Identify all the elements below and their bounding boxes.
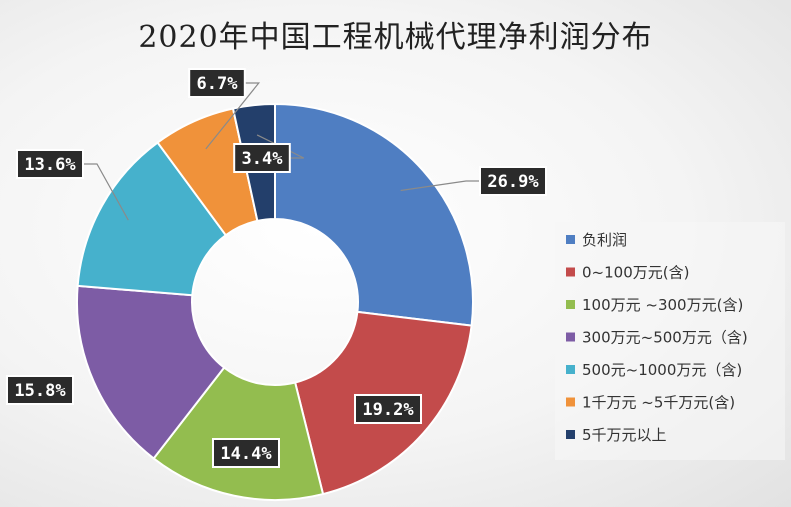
data-label-box (479, 166, 547, 196)
data-label-text: 13.6% (24, 155, 76, 175)
donut-slice (274, 102, 474, 327)
data-label-box (233, 143, 291, 173)
legend-swatch (566, 235, 575, 244)
legend-label: 1千万元 ~5千万元(含) (582, 394, 735, 412)
legend-item: 100万元 ~300万元(含) (566, 296, 743, 314)
data-label: 3.4% (233, 143, 291, 173)
data-label-text: 26.9% (487, 172, 539, 192)
data-label-box (354, 394, 422, 424)
legend-label: 300万元~500万元（含) (582, 329, 748, 347)
data-label-box (16, 149, 84, 179)
legend-item: 负利润 (566, 231, 627, 249)
data-label: 13.6% (16, 149, 84, 179)
donut-slice (76, 141, 228, 297)
data-label: 14.4% (212, 438, 280, 468)
donut-slice (152, 366, 325, 501)
leader-line (400, 180, 480, 192)
leader-lines (83, 82, 480, 221)
legend-swatch (566, 430, 575, 439)
data-label-text: 15.8% (14, 381, 66, 401)
legend-swatch (566, 397, 575, 407)
leader-line (256, 134, 305, 159)
data-label-text: 6.7% (197, 74, 239, 94)
data-label-text: 3.4% (242, 149, 284, 169)
data-labels: 26.9% 19.2% 14.4% 15.8% 13.6% 6.7% 3.4% (6, 68, 547, 468)
donut-slice (76, 284, 226, 460)
data-label: 19.2% (354, 394, 422, 424)
data-label: 6.7% (188, 68, 246, 98)
data-label-box (188, 68, 246, 98)
data-label-text: 14.4% (220, 444, 272, 464)
legend-label: 0~100万元(含) (582, 264, 689, 282)
legend: 负利润 0~100万元(含) 100万元 ~300万元(含) 300万元~500万元（… (566, 231, 748, 444)
legend-background (555, 222, 785, 460)
legend-label: 100万元 ~300万元(含) (582, 296, 743, 314)
legend-label: 负利润 (582, 231, 627, 249)
legend-item: 500元~1000万元（含) (566, 361, 742, 379)
legend-label: 5千万元以上 (582, 426, 667, 444)
legend-item: 5千万元以上 (566, 426, 667, 444)
leader-line (205, 82, 261, 150)
data-label: 26.9% (479, 166, 547, 196)
data-label-box (6, 375, 74, 405)
legend-label: 500元~1000万元（含) (582, 361, 742, 379)
chart-title: 2020年中国工程机械代理净利润分布 (138, 20, 653, 55)
data-label-text: 19.2% (362, 400, 414, 420)
data-label: 15.8% (6, 375, 74, 405)
legend-swatch (566, 300, 575, 309)
legend-item: 300万元~500万元（含) (566, 329, 748, 347)
data-label-box (212, 438, 280, 468)
legend-swatch (566, 267, 575, 277)
legend-item: 1千万元 ~5千万元(含) (566, 394, 735, 412)
leader-line (83, 163, 129, 221)
legend-item: 0~100万元(含) (566, 264, 689, 282)
legend-swatch (566, 365, 575, 374)
legend-swatch (566, 332, 575, 342)
